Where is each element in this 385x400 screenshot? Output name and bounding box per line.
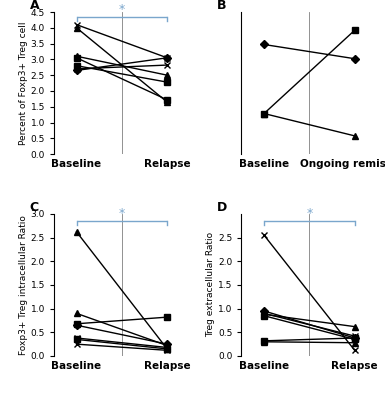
Y-axis label: Foxp3+ Treg intracellular Ratio: Foxp3+ Treg intracellular Ratio — [19, 215, 28, 355]
Text: *: * — [119, 3, 125, 16]
Y-axis label: Percent of Foxp3+ Treg cell: Percent of Foxp3+ Treg cell — [19, 21, 28, 145]
Text: *: * — [119, 207, 125, 220]
Text: A: A — [29, 0, 39, 12]
Text: B: B — [217, 0, 226, 12]
Text: D: D — [217, 201, 227, 214]
Y-axis label: Treg extracellular Ratio: Treg extracellular Ratio — [206, 232, 215, 338]
Text: *: * — [306, 207, 313, 220]
Text: C: C — [29, 201, 38, 214]
